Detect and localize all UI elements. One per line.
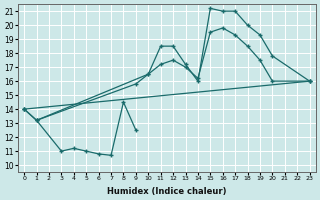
X-axis label: Humidex (Indice chaleur): Humidex (Indice chaleur) — [107, 187, 227, 196]
